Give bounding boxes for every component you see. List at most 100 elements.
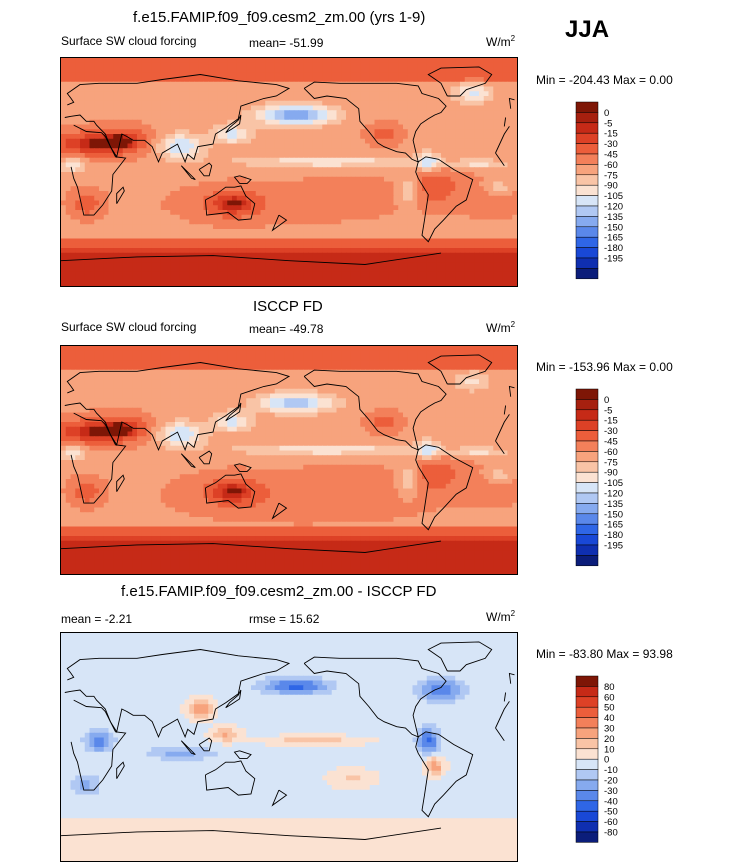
field-cell xyxy=(460,110,466,116)
field-cell xyxy=(84,281,91,286)
field-cell xyxy=(70,210,76,216)
field-cell xyxy=(255,86,262,92)
field-cell xyxy=(483,148,490,154)
field-cell xyxy=(303,219,309,225)
field-cell xyxy=(213,162,219,168)
field-cell xyxy=(113,119,119,126)
field-cell xyxy=(165,58,171,64)
field-cell xyxy=(84,267,91,273)
field-cell xyxy=(80,134,86,140)
field-cell xyxy=(341,153,347,159)
field-cell xyxy=(75,157,81,164)
field-cell xyxy=(165,81,171,88)
field-cell xyxy=(308,162,314,168)
field-cell xyxy=(246,233,252,240)
field-cell xyxy=(99,134,105,140)
field-cell xyxy=(70,105,76,111)
field-cell xyxy=(198,138,205,145)
field-cell xyxy=(460,157,466,164)
field-cell xyxy=(232,81,238,88)
field-cell xyxy=(65,110,72,116)
field-cell xyxy=(208,62,214,69)
field-cell xyxy=(70,58,76,64)
field-cell xyxy=(341,233,347,240)
field-cell xyxy=(198,281,205,286)
field-cell xyxy=(194,191,200,197)
field-cell xyxy=(241,167,247,173)
field-cell xyxy=(94,262,100,268)
field-cell xyxy=(251,81,257,88)
field-cell xyxy=(426,229,433,235)
field-cell xyxy=(151,219,157,225)
field-cell xyxy=(274,148,281,154)
field-cell xyxy=(512,129,517,135)
colorbar-box xyxy=(575,236,599,248)
field-cell xyxy=(298,167,304,173)
field-cell xyxy=(502,134,509,140)
field-cell xyxy=(122,176,129,183)
field-cell xyxy=(436,162,442,168)
field-cell xyxy=(284,148,290,154)
field-cell xyxy=(460,119,466,126)
field-cell xyxy=(417,58,423,64)
field-cell xyxy=(289,81,295,88)
field-cell xyxy=(336,124,342,130)
field-cell xyxy=(222,271,228,278)
field-cell xyxy=(84,110,91,116)
field-cell xyxy=(160,115,167,121)
field-cell xyxy=(431,262,437,268)
field-cell xyxy=(464,115,471,121)
field-cell xyxy=(274,96,281,102)
field-cell xyxy=(84,195,91,202)
field-cell xyxy=(436,219,442,225)
field-cell xyxy=(227,219,233,225)
field-cell xyxy=(365,96,371,102)
field-cell xyxy=(317,115,323,121)
field-cell xyxy=(464,205,471,211)
field-cell xyxy=(422,191,428,197)
field-cell xyxy=(393,205,399,211)
field-cell xyxy=(175,138,181,145)
field-cell xyxy=(213,276,219,282)
field-cell xyxy=(474,281,480,286)
coastline xyxy=(495,126,510,154)
field-cell xyxy=(255,62,262,69)
field-cell xyxy=(393,72,399,78)
field-cell xyxy=(241,257,247,263)
field-cell xyxy=(360,119,366,126)
field-cell xyxy=(336,138,342,145)
field-cell xyxy=(289,77,295,83)
field-cell xyxy=(441,143,447,149)
field-cell xyxy=(450,214,456,221)
field-cell xyxy=(303,267,309,273)
field-cell xyxy=(417,252,423,259)
field-cell xyxy=(308,346,314,352)
field-cell xyxy=(341,271,347,278)
field-cell xyxy=(217,143,224,149)
field-cell xyxy=(118,360,124,366)
field-cell xyxy=(512,153,517,159)
field-cell xyxy=(403,100,409,107)
field-cell xyxy=(232,350,238,357)
field-cell xyxy=(365,252,371,259)
field-cell xyxy=(403,205,409,211)
field-cell xyxy=(460,210,466,216)
field-cell xyxy=(498,181,504,187)
field-cell xyxy=(94,346,100,352)
field-cell xyxy=(246,252,252,259)
field-cell xyxy=(151,67,157,73)
field-cell xyxy=(350,119,357,126)
field-cell xyxy=(84,257,91,263)
field-cell xyxy=(293,62,300,69)
field-cell xyxy=(236,58,243,64)
field-cell xyxy=(455,138,461,145)
field-cell xyxy=(141,105,148,111)
field-cell xyxy=(127,176,133,183)
field-cell xyxy=(469,350,475,357)
field-cell xyxy=(284,210,290,216)
field-cell xyxy=(137,243,143,249)
field-cell xyxy=(289,172,295,178)
field-cell xyxy=(222,233,228,240)
field-cell xyxy=(436,91,442,97)
field-cell xyxy=(412,153,418,159)
